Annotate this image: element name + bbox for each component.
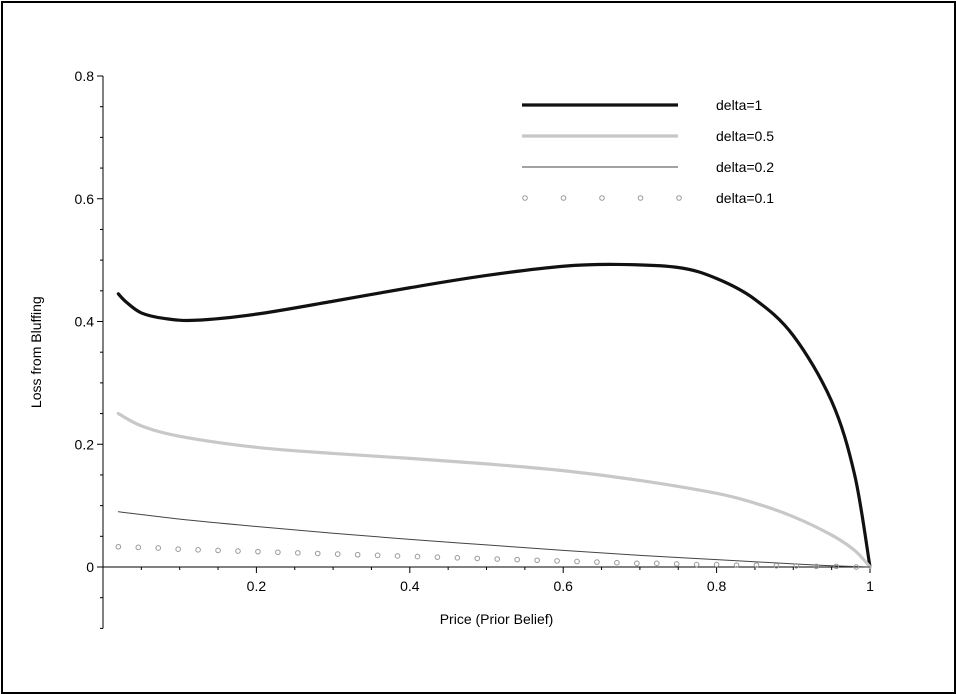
data-point [793, 562, 800, 569]
x-tick-label: 1 [866, 578, 874, 594]
data-point [275, 549, 281, 556]
data-point [155, 545, 162, 551]
y-tick-label: 0.2 [75, 436, 95, 452]
legend-label: delta=0.2 [716, 159, 774, 175]
data-point [514, 556, 520, 563]
data-point [494, 556, 501, 562]
data-point [713, 561, 720, 568]
y-tick-label: 0.8 [75, 68, 95, 84]
data-point [235, 548, 241, 554]
data-point [255, 548, 261, 555]
data-point [653, 560, 660, 567]
data-point [454, 554, 461, 561]
tick-marks [97, 75, 871, 629]
data-point [614, 559, 620, 566]
legend-item: delta=0.5 [522, 128, 774, 144]
data-point [733, 562, 740, 568]
data-point [474, 555, 481, 562]
legend-swatch [522, 195, 528, 201]
data-point [295, 550, 301, 556]
x-tick-label: 0.8 [707, 578, 727, 594]
data-point [853, 564, 859, 570]
y-tick-label: 0.6 [75, 191, 95, 207]
y-tick-label: 0.4 [75, 314, 95, 330]
data-point [693, 561, 700, 568]
data-point [554, 558, 560, 564]
data-point [135, 544, 142, 551]
series-delta-1 [116, 262, 872, 569]
series-delta-0-5 [116, 411, 872, 569]
data-point [673, 561, 680, 567]
data-point [753, 562, 760, 568]
x-tick-label: 0.6 [553, 578, 573, 594]
data-point [314, 550, 321, 557]
data-point [115, 543, 122, 550]
series-line [117, 511, 871, 568]
y-tick-label: 0 [86, 559, 94, 575]
data-point [354, 551, 361, 558]
legend-swatch [599, 195, 605, 201]
tick-labels: 0 0.2 0.4 0.6 0.8 0.2 0.4 0.6 0.8 1 [75, 68, 875, 594]
x-tick-label: 0.2 [247, 578, 267, 594]
data-point [594, 559, 600, 565]
data-point [634, 560, 640, 567]
data-point [394, 553, 401, 559]
legend-label: delta=0.1 [716, 190, 774, 206]
data-point [374, 552, 381, 559]
data-point [195, 547, 201, 553]
data-point [215, 547, 221, 554]
series-delta-0-2 [117, 511, 871, 568]
data-point [434, 554, 441, 560]
legend-swatch [676, 195, 682, 201]
legend-item: delta=0.2 [522, 159, 774, 175]
series-line [116, 262, 872, 569]
data-point [534, 557, 540, 564]
y-axis-title: Loss from Bluffing [28, 296, 44, 408]
x-axis-title: Price (Prior Belief) [440, 611, 554, 627]
legend-swatch [637, 195, 644, 201]
legend-swatch [560, 195, 567, 201]
data-point [773, 562, 780, 569]
data-point [574, 558, 580, 565]
legend: delta=1 delta=0.5 delta=0.2 delta=0.1 [522, 97, 774, 206]
series-delta-0-1 [115, 543, 859, 570]
data-point [813, 563, 820, 570]
legend-label: delta=0.5 [716, 128, 774, 144]
series-line [116, 411, 872, 569]
data-point [833, 563, 840, 570]
legend-item: delta=0.1 [522, 190, 774, 206]
legend-item: delta=1 [522, 97, 763, 113]
data-point [334, 551, 341, 557]
data-point [175, 546, 181, 553]
data-point [414, 553, 421, 560]
x-tick-label: 0.4 [400, 578, 420, 594]
series-layer [115, 262, 872, 570]
legend-label: delta=1 [716, 97, 763, 113]
